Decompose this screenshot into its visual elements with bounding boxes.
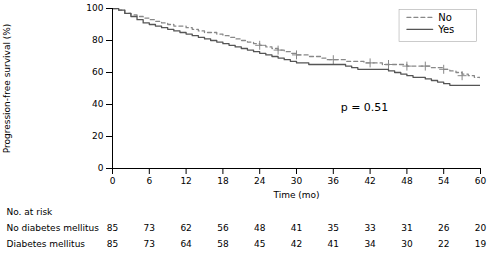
svg-text:20: 20 [92, 131, 104, 141]
svg-text:58: 58 [217, 239, 229, 249]
svg-text:24: 24 [254, 176, 266, 186]
svg-text:62: 62 [180, 223, 191, 233]
svg-text:22: 22 [438, 239, 449, 249]
svg-text:26: 26 [438, 223, 450, 233]
svg-text:73: 73 [144, 223, 155, 233]
svg-text:85: 85 [107, 223, 118, 233]
svg-text:80: 80 [92, 35, 104, 45]
svg-text:20: 20 [475, 223, 487, 233]
svg-text:30: 30 [401, 239, 413, 249]
svg-text:33: 33 [364, 223, 375, 233]
svg-text:No diabetes mellitus: No diabetes mellitus [7, 223, 100, 233]
svg-text:41: 41 [291, 223, 302, 233]
svg-text:60: 60 [92, 67, 104, 77]
svg-text:42: 42 [291, 239, 302, 249]
svg-text:6: 6 [146, 176, 152, 186]
svg-text:Yes: Yes [437, 24, 454, 35]
svg-text:No: No [438, 11, 452, 22]
svg-text:36: 36 [328, 176, 340, 186]
svg-text:56: 56 [217, 223, 229, 233]
svg-text:19: 19 [475, 239, 487, 249]
svg-text:No. at risk: No. at risk [7, 207, 54, 217]
svg-text:48: 48 [401, 176, 413, 186]
svg-text:41: 41 [328, 239, 339, 249]
svg-text:31: 31 [401, 223, 412, 233]
svg-text:p = 0.51: p = 0.51 [341, 101, 389, 114]
svg-text:60: 60 [475, 176, 487, 186]
svg-text:45: 45 [254, 239, 265, 249]
svg-text:100: 100 [86, 3, 103, 13]
svg-text:34: 34 [364, 239, 376, 249]
svg-text:54: 54 [438, 176, 450, 186]
svg-text:48: 48 [254, 223, 266, 233]
svg-text:18: 18 [217, 176, 229, 186]
svg-text:42: 42 [364, 176, 375, 186]
svg-text:0: 0 [110, 176, 116, 186]
svg-text:0: 0 [98, 163, 104, 173]
svg-text:40: 40 [92, 99, 104, 109]
svg-text:35: 35 [328, 223, 339, 233]
svg-text:Diabetes mellitus: Diabetes mellitus [7, 239, 86, 249]
svg-text:30: 30 [291, 176, 303, 186]
svg-text:Progression-free survival (%): Progression-free survival (%) [2, 24, 12, 154]
svg-text:64: 64 [180, 239, 192, 249]
svg-text:85: 85 [107, 239, 118, 249]
svg-text:12: 12 [180, 176, 191, 186]
svg-text:Time (mo): Time (mo) [272, 190, 319, 200]
svg-text:73: 73 [144, 239, 155, 249]
